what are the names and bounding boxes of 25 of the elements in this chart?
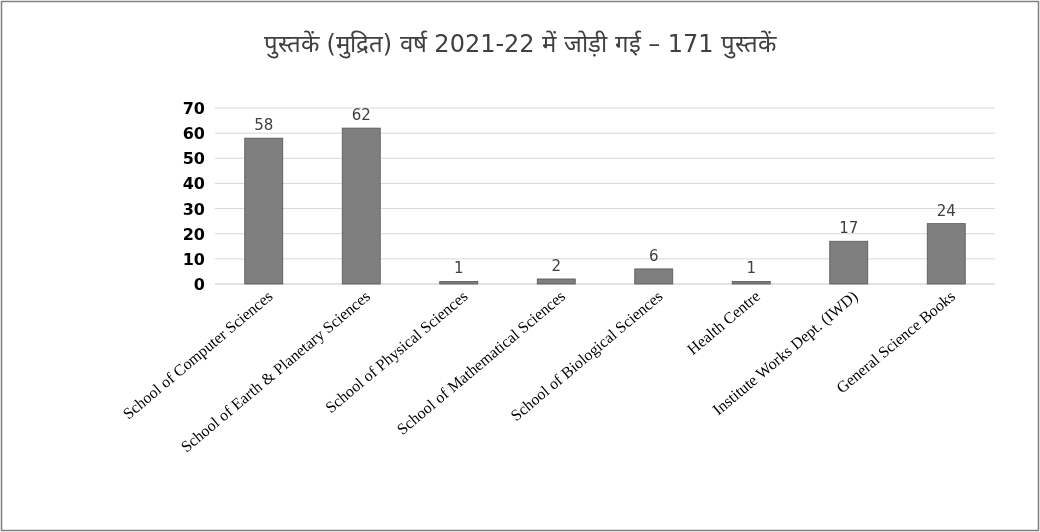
y-tick-label: 40 xyxy=(182,174,205,194)
bar xyxy=(829,240,869,285)
data-label: 24 xyxy=(936,201,956,220)
bar xyxy=(926,223,966,285)
y-tick-label: 60 xyxy=(182,124,205,144)
y-tick-label: 70 xyxy=(182,99,205,118)
data-label: 62 xyxy=(351,106,371,125)
y-tick-label: 0 xyxy=(193,275,205,294)
y-tick-label: 10 xyxy=(182,249,205,269)
y-tick-label: 30 xyxy=(182,199,205,219)
y-tick-label: 20 xyxy=(182,224,205,244)
bar xyxy=(244,137,284,285)
bar xyxy=(536,278,576,285)
bar xyxy=(731,281,771,285)
data-label: 17 xyxy=(839,219,859,238)
bar xyxy=(634,268,674,285)
y-tick-label: 50 xyxy=(182,149,205,169)
data-label: 1 xyxy=(746,259,757,278)
data-label: 58 xyxy=(254,116,274,135)
data-label: 1 xyxy=(453,259,464,278)
data-label: 2 xyxy=(551,256,562,275)
bar xyxy=(439,281,479,285)
chart-title: पुस्तकें (मुद्रित) वर्ष 2021-22 में जोड़ी गई – 171 पुस्तकें xyxy=(263,30,778,59)
data-label: 6 xyxy=(648,246,659,265)
bar xyxy=(341,127,381,285)
